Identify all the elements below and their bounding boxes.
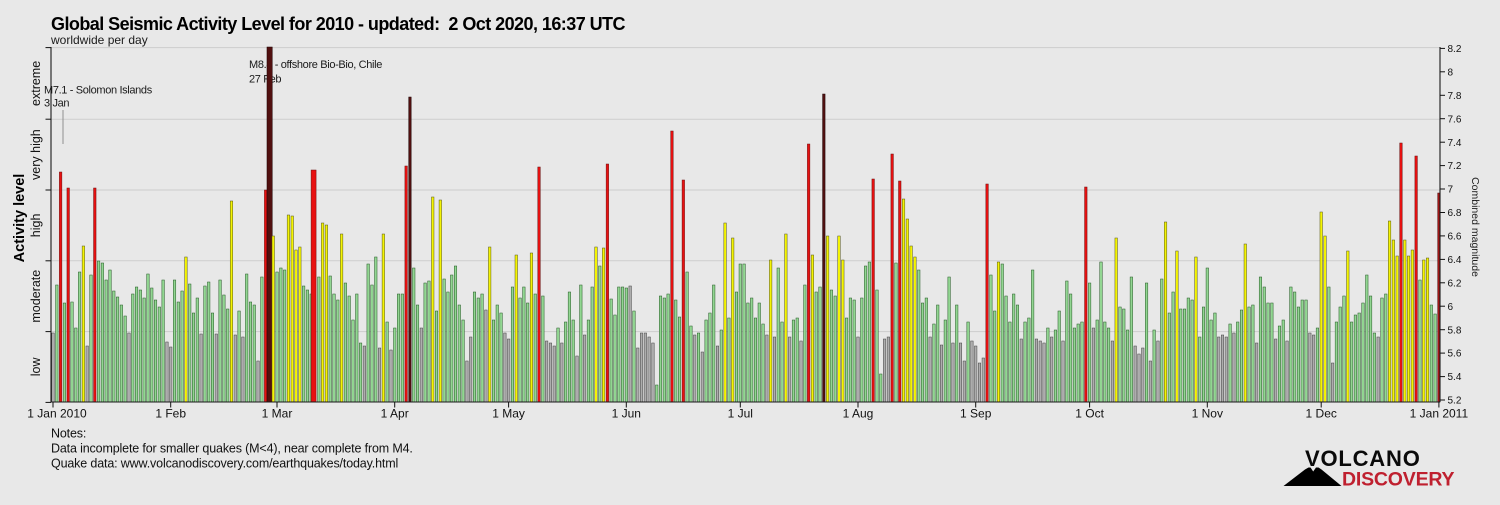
svg-text:1 Jul: 1 Jul — [728, 407, 753, 421]
svg-text:Quake data: www.volcanodiscove: Quake data: www.volcanodiscovery.com/ear… — [51, 457, 398, 471]
svg-text:7.6: 7.6 — [1448, 114, 1462, 125]
svg-text:6.8: 6.8 — [1448, 208, 1462, 219]
svg-text:8: 8 — [1448, 67, 1454, 78]
svg-text:very high: very high — [29, 129, 43, 180]
svg-text:1 Jun: 1 Jun — [612, 407, 641, 421]
svg-text:27 Feb: 27 Feb — [249, 74, 281, 86]
svg-text:extreme: extreme — [29, 61, 43, 106]
svg-text:7.2: 7.2 — [1448, 161, 1462, 172]
svg-text:1 Sep: 1 Sep — [960, 407, 992, 421]
svg-text:8.2: 8.2 — [1448, 44, 1462, 55]
svg-text:VOLCANO: VOLCANO — [1305, 446, 1421, 471]
svg-text:1 Jan 2010: 1 Jan 2010 — [27, 407, 87, 421]
svg-text:low: low — [29, 357, 43, 377]
svg-text:M8.8 - offshore Bio-Bio, Chile: M8.8 - offshore Bio-Bio, Chile — [249, 59, 382, 71]
svg-text:Global Seismic Activity Level: Global Seismic Activity Level for 2010 -… — [51, 14, 626, 34]
svg-text:1 May: 1 May — [492, 407, 525, 421]
svg-text:7.8: 7.8 — [1448, 91, 1462, 102]
svg-text:6: 6 — [1448, 302, 1454, 313]
svg-text:5.4: 5.4 — [1448, 372, 1462, 383]
svg-text:5.2: 5.2 — [1448, 396, 1462, 407]
svg-text:1 Dec: 1 Dec — [1306, 407, 1337, 421]
svg-text:5.8: 5.8 — [1448, 325, 1462, 336]
svg-text:DISCOVERY: DISCOVERY — [1342, 469, 1455, 491]
svg-text:7: 7 — [1448, 185, 1454, 196]
svg-text:Combined magnitude: Combined magnitude — [1469, 177, 1481, 277]
svg-text:5.6: 5.6 — [1448, 349, 1462, 360]
svg-text:moderate: moderate — [29, 270, 43, 323]
svg-text:1 Oct: 1 Oct — [1075, 407, 1104, 421]
svg-text:Data incomplete for smaller qu: Data incomplete for smaller quakes (M<4)… — [51, 442, 413, 456]
svg-text:7.4: 7.4 — [1448, 138, 1462, 149]
svg-text:Notes:: Notes: — [51, 427, 86, 441]
svg-text:1 Mar: 1 Mar — [262, 407, 293, 421]
svg-text:6.6: 6.6 — [1448, 232, 1462, 243]
svg-text:6.4: 6.4 — [1448, 255, 1462, 266]
svg-text:1 Aug: 1 Aug — [843, 407, 874, 421]
svg-text:1 Jan 2011: 1 Jan 2011 — [1410, 407, 1469, 421]
svg-text:1 Feb: 1 Feb — [155, 407, 186, 421]
svg-text:Activity level: Activity level — [12, 174, 28, 263]
svg-text:worldwide per day: worldwide per day — [50, 33, 148, 47]
svg-text:3 Jan: 3 Jan — [44, 98, 69, 110]
svg-text:6.2: 6.2 — [1448, 278, 1462, 289]
svg-text:1 Apr: 1 Apr — [381, 407, 409, 421]
svg-text:M7.1 - Solomon Islands: M7.1 - Solomon Islands — [44, 85, 153, 97]
svg-text:high: high — [29, 214, 43, 238]
svg-text:1 Nov: 1 Nov — [1192, 407, 1223, 421]
